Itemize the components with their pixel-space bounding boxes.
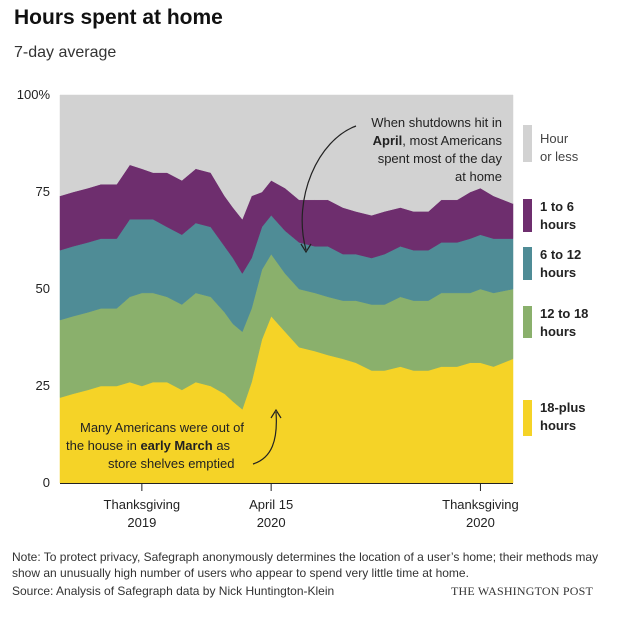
annotation-march-arrowhead	[270, 408, 282, 419]
annotation-april-line2: April, most Americans	[373, 133, 503, 148]
annotation-april-line1: When shutdowns hit in	[371, 115, 502, 130]
footnote: Note: To protect privacy, Safegraph anon…	[12, 550, 599, 580]
annotation-april-arrowhead	[300, 243, 312, 254]
y-tick-label: 100%	[17, 87, 51, 102]
x-tick-label: 2020	[257, 515, 286, 530]
legend-swatch	[523, 125, 532, 162]
annotation-march-line3: store shelves emptied	[108, 456, 234, 471]
x-axis: Thanksgiving 2019 April 15 2020 Thanksgiving…	[104, 483, 519, 530]
annotation-april: When shutdowns hit in April, most Americ…	[300, 115, 503, 254]
annotation-march-line1: Many Americans were out of	[80, 420, 244, 435]
chart-title: Hours spent at home	[14, 6, 223, 29]
legend-swatch	[523, 247, 532, 280]
annotation-april-line4: at home	[455, 169, 502, 184]
legend-label: Hour	[540, 131, 569, 146]
legend-label: hours	[540, 217, 576, 232]
y-axis: 0 25 50 75 100%	[17, 87, 513, 490]
legend-label: hours	[540, 324, 576, 339]
legend-swatch	[523, 306, 532, 338]
annotation-march: Many Americans were out of the house in …	[66, 408, 282, 471]
annotation-march-arrow	[252, 411, 277, 465]
area-hour-or-less	[59, 94, 514, 220]
chart-subtitle: 7-day average	[14, 44, 117, 61]
source-line: Source: Analysis of Safegraph data by Ni…	[12, 584, 335, 598]
area-layers	[59, 94, 514, 484]
publisher-credit: THE WASHINGTON POST	[450, 584, 593, 598]
annotation-april-line3: spent most of the day	[378, 151, 503, 166]
y-tick-label: 0	[43, 475, 50, 490]
x-tick-label: Thanksgiving	[104, 497, 181, 512]
y-tick-label: 75	[36, 184, 50, 199]
legend-label: 6 to 12	[540, 247, 581, 262]
x-tick-label: Thanksgiving	[442, 497, 519, 512]
legend-label: 1 to 6	[540, 199, 574, 214]
legend-label: hours	[540, 265, 576, 280]
stacked-area-chart: 0 25 50 75 100% Thanksgiving 2019 April 15 2020…	[17, 87, 589, 530]
legend-label: or less	[540, 149, 579, 164]
annotation-march-line2: the house in early March as	[66, 438, 231, 453]
legend-label: 18-plus	[540, 400, 586, 415]
annotation-april-arrow	[301, 125, 357, 251]
y-tick-label: 50	[36, 281, 50, 296]
legend-swatch	[523, 400, 532, 436]
legend-label: hours	[540, 418, 576, 433]
legend-label: 12 to 18	[540, 306, 588, 321]
y-tick-label: 25	[36, 378, 50, 393]
legend: Hour or less 1 to 6 hours 6 to 12 hours 12 to …	[523, 125, 588, 436]
x-tick-label: 2019	[127, 515, 156, 530]
x-tick-label: April 15	[249, 497, 293, 512]
x-tick-label: 2020	[466, 515, 495, 530]
legend-swatch	[523, 199, 532, 232]
